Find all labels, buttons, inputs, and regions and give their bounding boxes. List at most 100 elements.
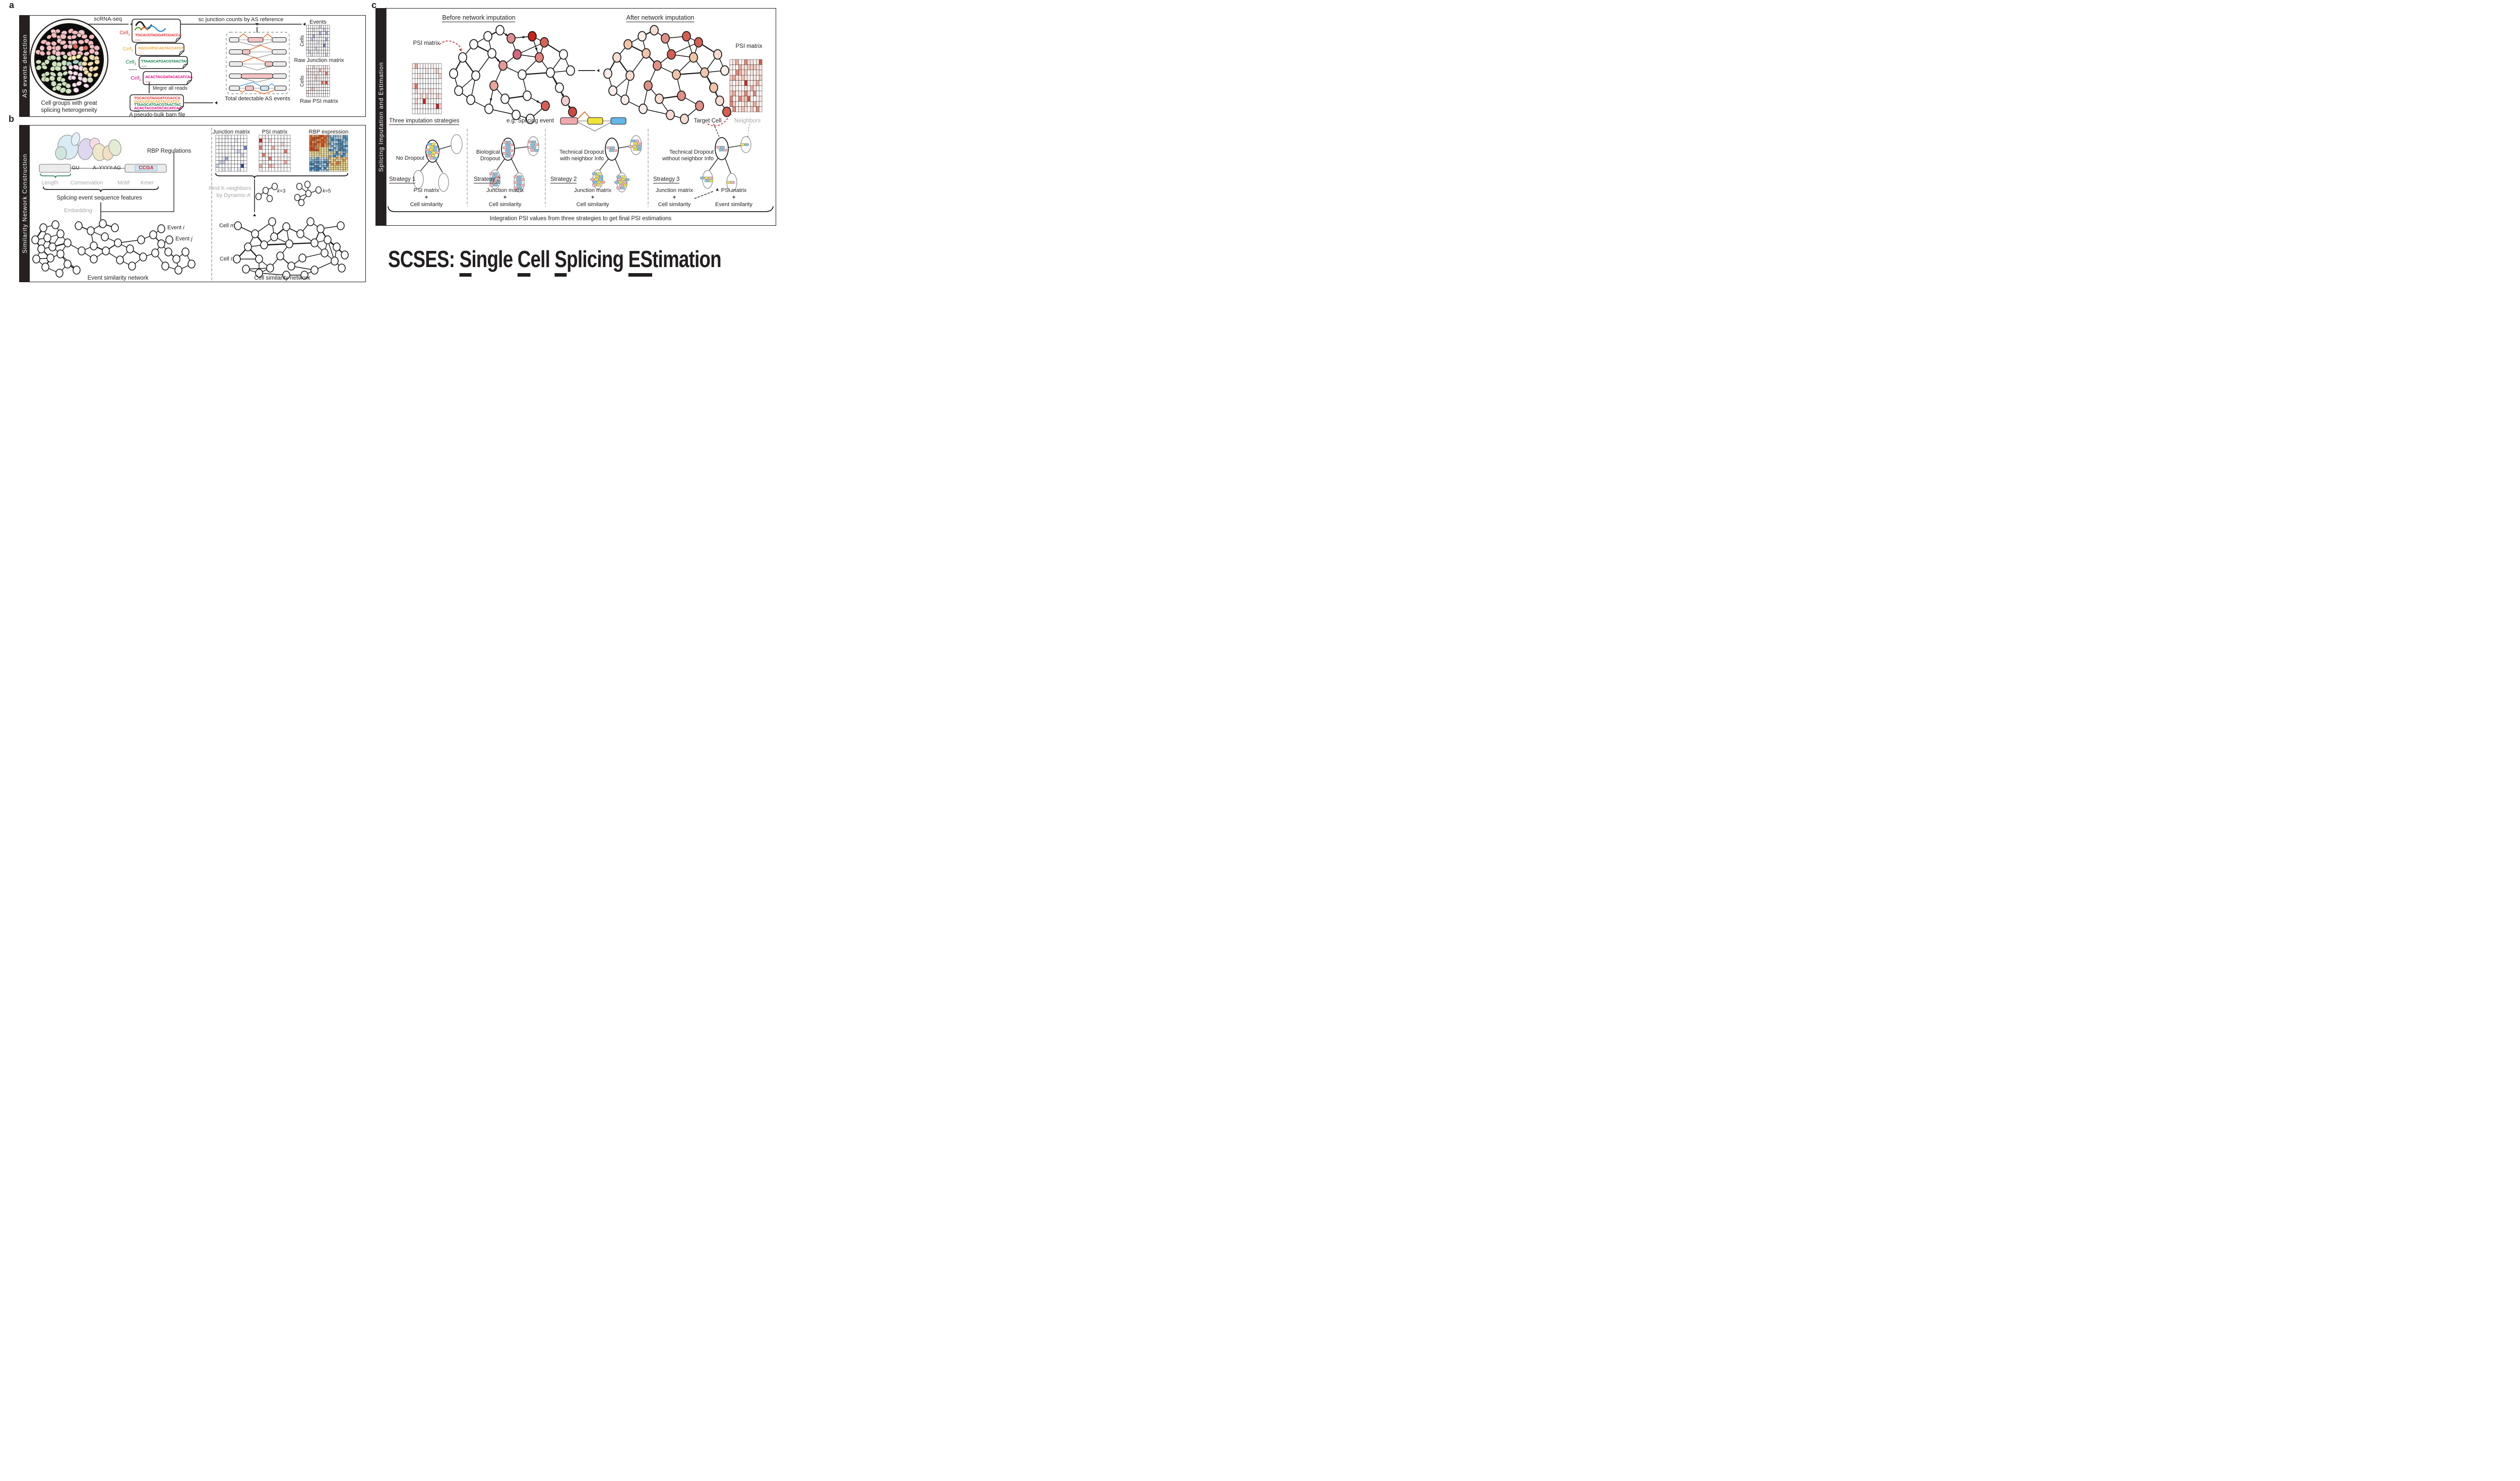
strategy-1-label: Strategy 1: [389, 176, 416, 183]
cell-3-label: Cell3: [125, 59, 136, 66]
as-events-caption: Total detectable AS events: [225, 96, 290, 102]
panel-b-letter: b: [9, 114, 14, 124]
s2b-input-1: Junction matrix: [574, 187, 611, 194]
read-dots-2: ......: [138, 50, 144, 54]
condition-biological-1: Biological: [476, 149, 500, 155]
read-dots-3: ......: [141, 63, 147, 68]
read-seq-2: GGCCATGCAGTACCATGT: [138, 46, 184, 50]
strategy-2a-label: Strategy 2: [474, 176, 500, 183]
s3-plus: +: [672, 195, 676, 201]
acceptor-site-label: A–YYYY-AG: [93, 165, 121, 171]
read-seq-4: ACACTACGATACACATCAA: [145, 75, 193, 79]
s3-secondary-plus: +: [732, 195, 736, 201]
s2a-input-2: Cell similarity: [488, 202, 522, 208]
motif-ccga-label: CCGA: [139, 165, 154, 171]
condition-no-dropout: No Dropout: [396, 155, 424, 161]
title-segment: SCSES:: [388, 246, 460, 272]
neighbors-label: Neighbors: [734, 118, 761, 124]
circle-caption-1: Cell groups with great: [41, 100, 97, 106]
panel-b-sidebar-label: Similarity Network Construction: [21, 154, 28, 253]
condition-technical-without-1: Technical Dropout: [669, 149, 714, 155]
panel-a-letter: a: [9, 0, 15, 10]
k3-label: k=3: [277, 188, 286, 194]
feature-kmer-label: Kmer: [140, 180, 154, 186]
integration-caption: Integration PSI values from three strate…: [489, 216, 672, 222]
donor-site-label: GU: [72, 165, 80, 171]
events-axis-label: Events: [309, 19, 327, 25]
event-j-label: Event j: [175, 236, 193, 242]
psi-matrix-label: PSI matrix: [262, 129, 288, 135]
feature-motif-label: Motif: [117, 180, 130, 186]
k5-label: k=5: [323, 188, 331, 194]
title-segment: ES: [628, 246, 653, 277]
rbp-regulations-label: RBP Regulations: [147, 148, 192, 154]
junction-matrix-label: Junction matrix: [213, 129, 250, 135]
read-seq-3: TTAAGCATGACGTAACTAC: [141, 59, 188, 63]
title-segment: ingle: [471, 246, 518, 272]
s3-input-2: Cell similarity: [658, 202, 691, 208]
cell-1-label: Cell1: [119, 30, 130, 37]
event-network-caption: Event similarity network: [87, 275, 149, 281]
after-imputation-heading: After network imputation: [626, 14, 695, 22]
feature-length-label: Length: [41, 180, 58, 186]
condition-technical-with-1: Technical Dropout: [559, 149, 604, 155]
psi-matrix-left-label: PSI matrix: [413, 40, 440, 46]
splicing-event-label: e.g. Splicing event: [507, 118, 554, 124]
junction-counts-label: sc junction counts by AS reference: [198, 17, 284, 23]
before-imputation-heading: Before network imputation: [442, 14, 516, 22]
pseudo-bulk-caption: A pseudo-bulk bam file: [129, 112, 185, 118]
condition-biological-2: Dropout: [480, 156, 500, 162]
cell-network-caption: Cell similarity network: [254, 275, 310, 281]
condition-technical-without-2: without neighbor Info: [662, 156, 714, 162]
cell-n-label: Cell n: [219, 256, 234, 262]
event-i-label: Event i: [167, 225, 184, 231]
strategy-2b-label: Strategy 2: [550, 176, 577, 183]
panel-c-sidebar: Splicing Imputation and Estimation: [375, 8, 386, 226]
title-segment: S: [554, 246, 567, 277]
s2b-input-2: Cell similarity: [576, 202, 609, 208]
s3-secondary-2: Event similarity: [715, 202, 752, 208]
embedding-label: Embedding: [64, 208, 92, 214]
s1-input-2: Cell similarity: [410, 202, 443, 208]
title-segment: ell: [530, 246, 555, 272]
s3-secondary-1: PSI matrix: [721, 187, 747, 194]
cells-axis-label-junction: Cells: [299, 35, 305, 47]
s2a-plus: +: [503, 195, 507, 201]
bulk-seq-4: ACACTACGATACACATCAA: [134, 105, 182, 110]
feature-conservation-label: Conservation: [70, 180, 103, 186]
scses-figure: a AS events detection scRNA-seq Cell gro…: [0, 0, 779, 292]
s1-plus: +: [424, 195, 428, 201]
cells-ellipsis: ......: [129, 66, 137, 72]
title-segment: C: [517, 246, 531, 277]
panel-b-sidebar: Similarity Network Construction: [19, 125, 30, 282]
strategies-heading: Three imputation strategies: [389, 118, 460, 125]
s2b-plus: +: [591, 195, 595, 201]
cell-n-label: Celln: [131, 76, 141, 82]
find-k-line2: by Dynamic-K: [216, 192, 251, 199]
raw-junction-caption: Raw Junction matrix: [294, 57, 344, 63]
s1-input-1: PSI matrix: [413, 187, 439, 194]
rbp-expression-label: RBP expression: [308, 129, 349, 135]
features-caption: Splicing event sequence features: [56, 195, 142, 201]
panel-c-sidebar-label: Splicing Imputation and Estimation: [377, 61, 385, 172]
cells-axis-label-psi: Cells: [299, 75, 305, 87]
read-seq-1: TGCACGTAGGATCGACCA: [135, 33, 181, 37]
read-dots-4: ......: [145, 79, 151, 83]
target-cell-label: Target Cell: [694, 118, 722, 124]
scrna-seq-label: scRNA-seq: [94, 16, 122, 22]
figure-title: SCSES: Single Cell Splicing EStimation: [388, 245, 722, 277]
find-k-line1: Find K-neighbors: [209, 185, 251, 191]
panel-c-letter: c: [371, 0, 377, 10]
panel-a-sidebar: AS events detection: [19, 15, 30, 117]
read-dots-1: ......: [135, 37, 141, 41]
raw-psi-caption: Raw PSI matrix: [300, 98, 338, 104]
s2a-input-1: Junction matrix: [486, 187, 524, 194]
strategy-3-label: Strategy 3: [653, 176, 680, 183]
title-segment: timation: [652, 246, 722, 272]
title-segment: plicing: [566, 246, 628, 272]
title-segment: S: [459, 246, 472, 277]
cell-m-label: Cell m: [219, 223, 235, 229]
cell-2-label: Cell2: [122, 46, 133, 53]
psi-matrix-right-label: PSI matrix: [735, 43, 763, 49]
panel-b: [19, 125, 366, 282]
